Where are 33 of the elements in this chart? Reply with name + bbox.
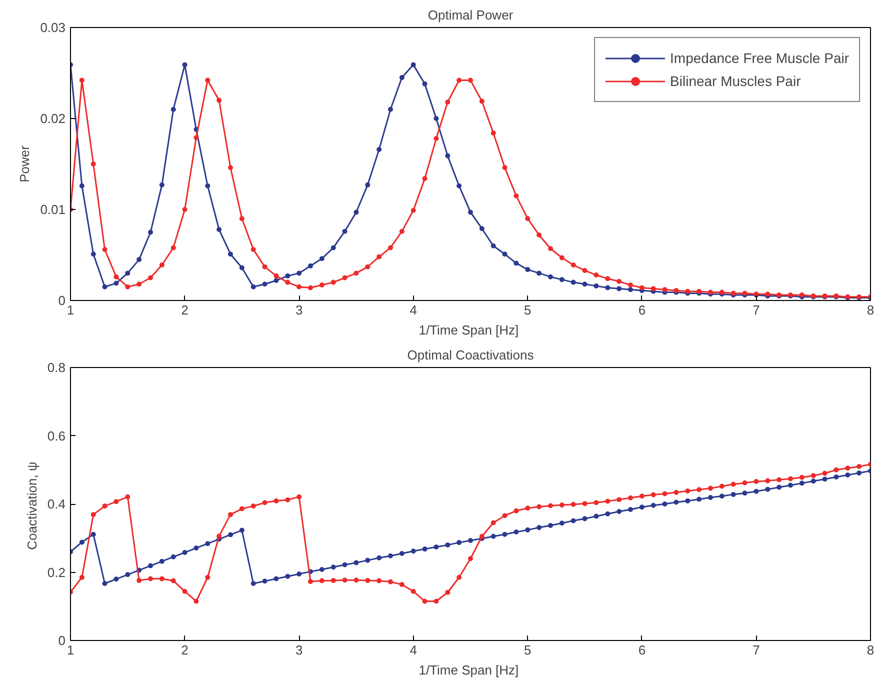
x-tick-label: 2 (181, 642, 188, 658)
y-tick-label: 0 (58, 293, 66, 308)
x-tick-label: 6 (638, 642, 646, 658)
x-tick-label: 3 (295, 302, 303, 318)
x-tick-label: 4 (410, 302, 417, 318)
x-tick-label: 4 (410, 642, 417, 658)
x-tick-label: 1 (66, 302, 74, 318)
chart-title: Optimal Power (428, 8, 514, 22)
y-tick-label: 0.8 (47, 360, 66, 375)
x-tick-label: 5 (524, 642, 532, 658)
x-tick-label: 1 (66, 642, 74, 658)
x-tick-label: 6 (638, 302, 646, 318)
x-tick-label: 8 (866, 642, 874, 658)
y-tick-label: 0.01 (40, 202, 66, 217)
y-tick-label: 0.2 (47, 564, 66, 580)
y-axis-title: Coactivation, ψ (24, 462, 40, 550)
x-tick-label: 5 (524, 302, 532, 318)
x-tick-label: 3 (295, 642, 303, 658)
y-tick-label: 0.03 (40, 20, 66, 35)
x-axis-title: 1/Time Span [Hz] (418, 322, 519, 338)
legend-label: Bilinear Muscles Pair (670, 73, 801, 89)
chart-title: Optimal Coactivations (407, 348, 534, 362)
y-axis-title: Power (17, 144, 32, 182)
y-tick-label: 0 (58, 633, 66, 648)
x-tick-label: 8 (866, 302, 874, 318)
x-tick-label: 7 (752, 302, 760, 318)
x-tick-label: 7 (752, 642, 760, 658)
x-axis-title: 1/Time Span [Hz] (418, 662, 519, 678)
y-tick-label: 0.02 (40, 111, 66, 126)
x-tick-label: 2 (181, 302, 188, 318)
legend-label: Impedance Free Muscle Pair (670, 50, 849, 66)
y-tick-label: 0.6 (47, 428, 66, 444)
y-tick-label: 0.4 (47, 496, 66, 512)
